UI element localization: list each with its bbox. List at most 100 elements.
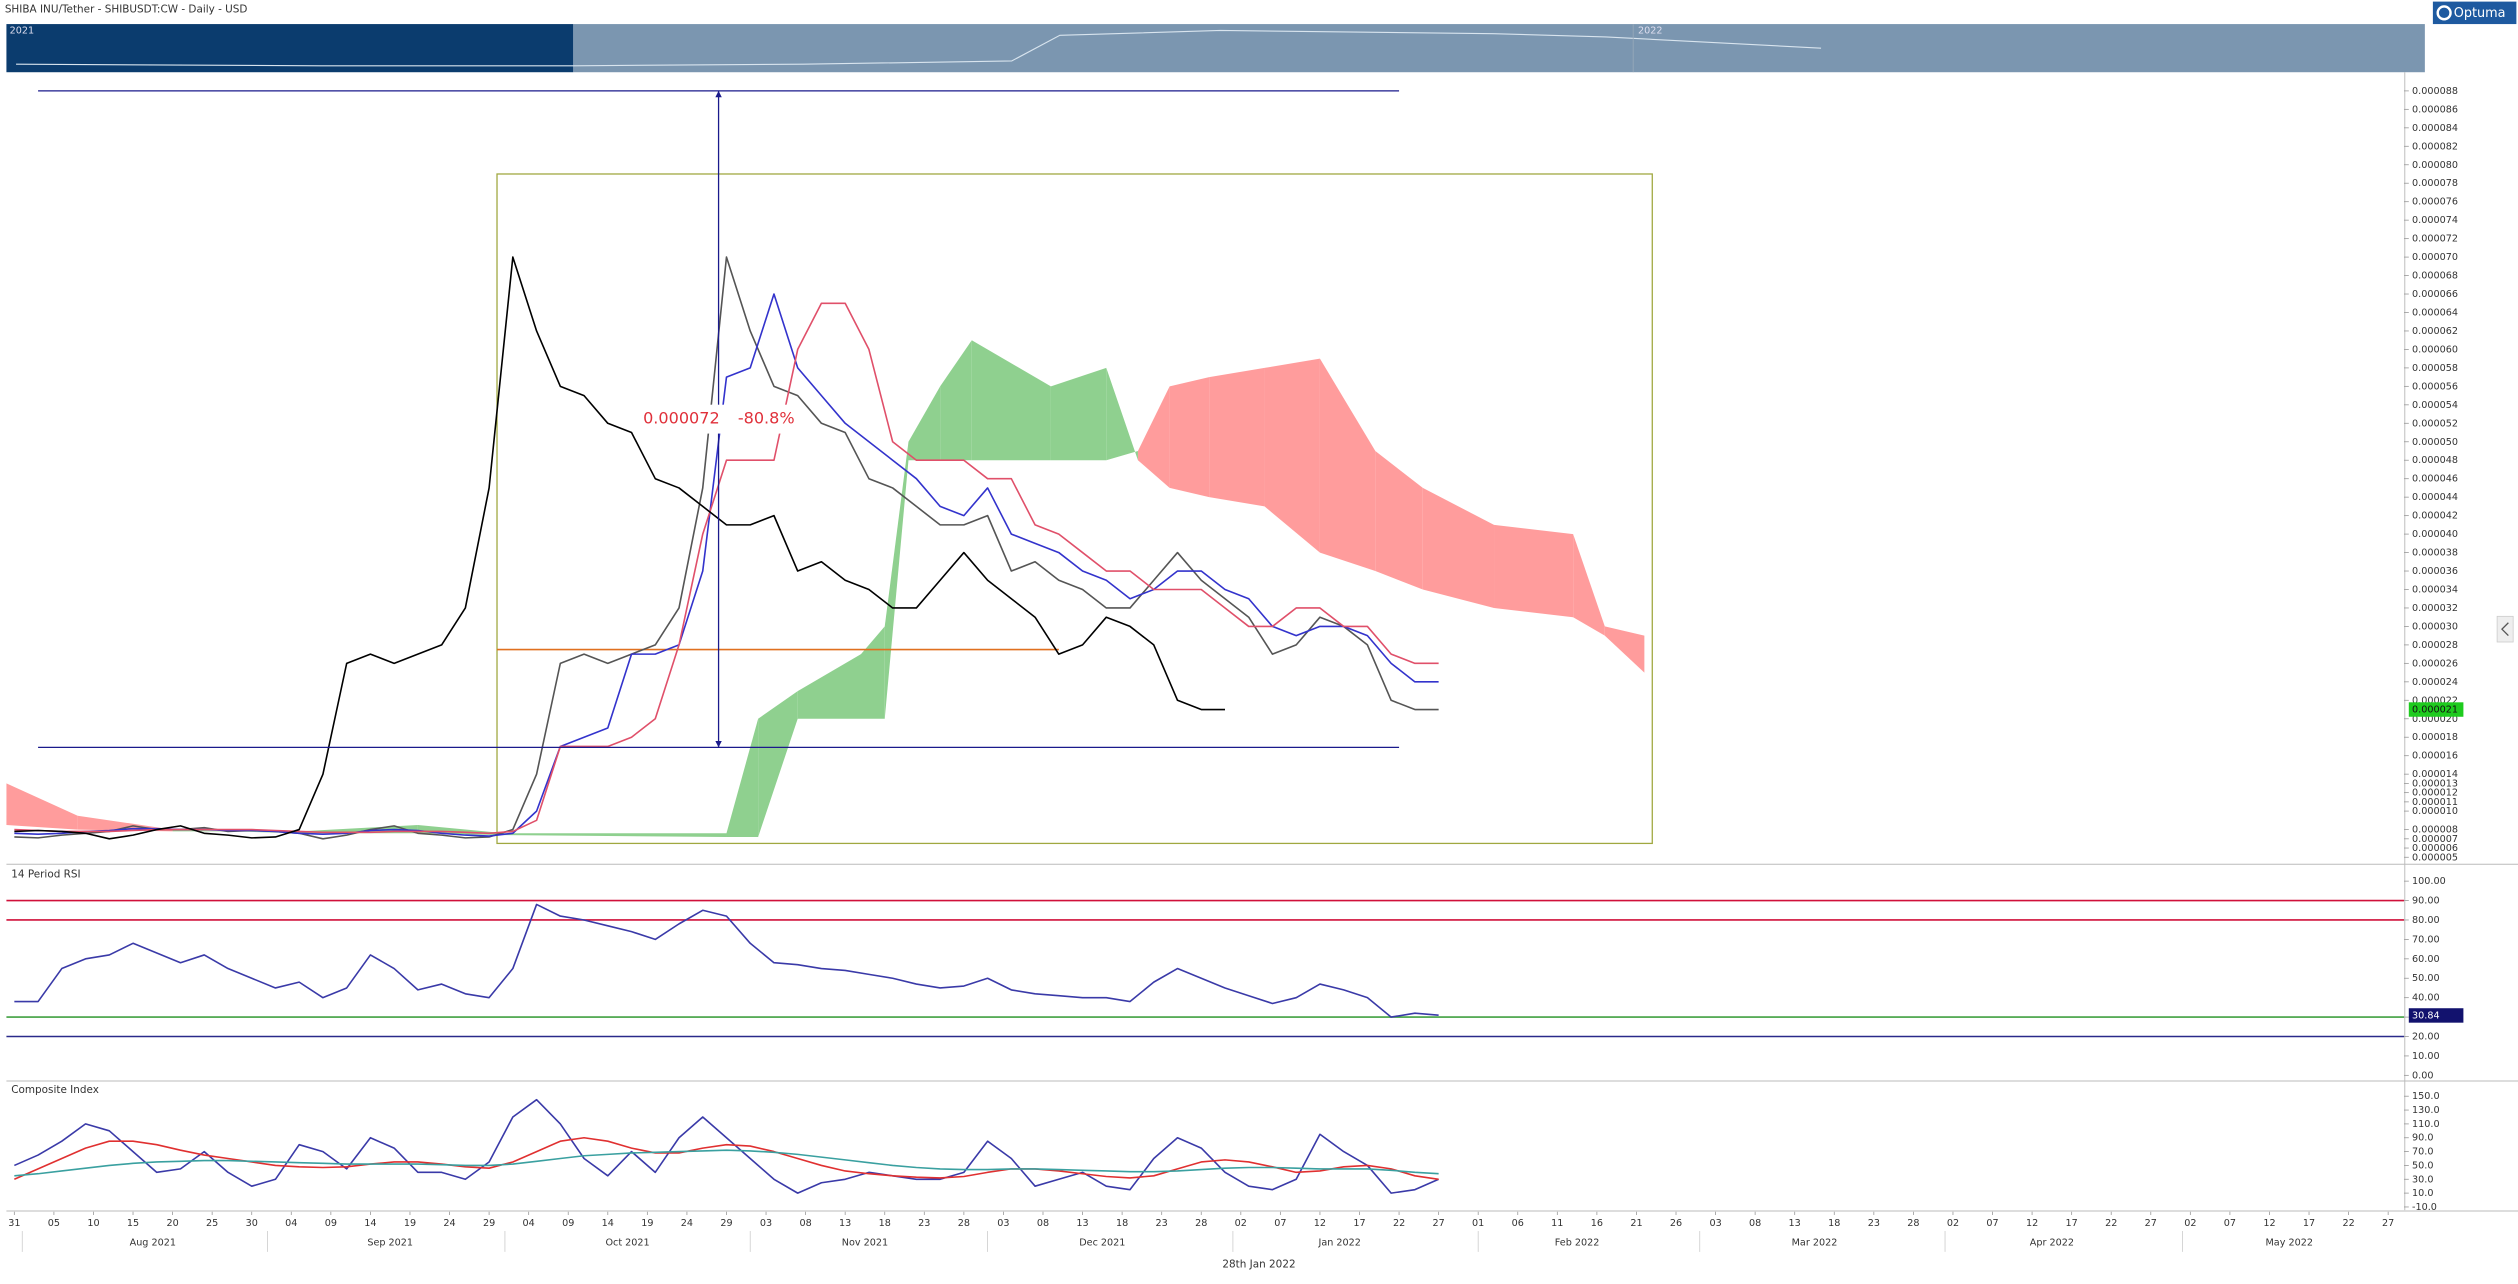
brand-icon (2436, 5, 2452, 21)
x-tick-label: 07 (1986, 1218, 1998, 1229)
x-tick-label: 05 (48, 1218, 60, 1229)
month-label: May 2022 (2266, 1237, 2313, 1248)
cloud-segment (1137, 386, 1170, 488)
x-tick-label: 27 (1433, 1218, 1445, 1229)
x-tick-label: 22 (2105, 1218, 2117, 1229)
cloud-segment (758, 691, 798, 837)
y-tick-label: 0.000068 (2412, 271, 2458, 282)
cloud-segment (6, 783, 78, 830)
cloud-segment (1494, 524, 1574, 618)
y-tick-label: 0.000008 (2412, 825, 2458, 836)
y-tick-label: 0.000036 (2412, 566, 2458, 577)
x-tick-label: 30 (246, 1218, 258, 1229)
x-tick-label: 02 (1947, 1218, 1959, 1229)
y-tick-label: 0.00 (2412, 1070, 2433, 1081)
y-tick-label: 0.000056 (2412, 381, 2458, 392)
y-tick-label: 0.000020 (2412, 714, 2458, 725)
x-tick-label: 14 (364, 1218, 376, 1229)
x-tick-label: 22 (2342, 1218, 2354, 1229)
x-tick-label: 21 (1630, 1218, 1642, 1229)
series-line (14, 256, 1225, 840)
cloud-segment (504, 833, 727, 837)
x-tick-label: 02 (2184, 1218, 2196, 1229)
y-tick-label: 0.000030 (2412, 621, 2458, 632)
x-tick-label: 03 (1709, 1218, 1721, 1229)
cloud-segment (908, 386, 941, 461)
x-tick-label: 12 (1314, 1218, 1326, 1229)
series-line (14, 903, 1439, 1018)
y-tick-label: 0.000022 (2412, 695, 2458, 706)
x-tick-label: 26 (1670, 1218, 1682, 1229)
month-label: Apr 2022 (2030, 1237, 2074, 1248)
x-tick-label: 16 (1591, 1218, 1603, 1229)
y-tick-label: 20.00 (2412, 1032, 2440, 1043)
collapse-button[interactable] (2496, 615, 2514, 643)
y-tick-label: 0.000026 (2412, 658, 2458, 669)
x-tick-label: 08 (1749, 1218, 1761, 1229)
y-tick-label: 0.000013 (2412, 778, 2458, 789)
cloud-segment (971, 340, 1051, 461)
last-value-label: 30.84 (2412, 1010, 2440, 1021)
series-line (14, 293, 1439, 837)
y-tick-label: 0.000005 (2412, 852, 2458, 863)
x-tick-label: 23 (1868, 1218, 1880, 1229)
y-tick-label: 0.000054 (2412, 400, 2458, 411)
x-tick-label: 27 (2145, 1218, 2157, 1229)
measure-label: 0.000072 (643, 409, 720, 428)
collapse-icon (2501, 622, 2509, 637)
x-tick-label: 09 (325, 1218, 337, 1229)
cloud-segment (77, 815, 173, 832)
brand-name: Optuma (2454, 6, 2506, 21)
chart-title: SHIBA INU/Tether - SHIBUSDT:CW - Daily -… (5, 4, 248, 16)
x-tick-label: 23 (918, 1218, 930, 1229)
x-tick-label: 04 (523, 1218, 535, 1229)
x-tick-label: 14 (602, 1218, 614, 1229)
x-tick-label: 28 (1195, 1218, 1207, 1229)
y-tick-label: 0.000070 (2412, 252, 2458, 263)
x-tick-label: 12 (2263, 1218, 2275, 1229)
y-tick-label: 0.000064 (2412, 307, 2458, 318)
x-axis-label: 28th Jan 2022 (1222, 1259, 1295, 1271)
last-value-box (2408, 1008, 2464, 1023)
panel-title: Composite Index (11, 1084, 99, 1096)
y-tick-label: 0.000018 (2412, 732, 2458, 743)
y-tick-label: 0.000088 (2412, 86, 2458, 97)
x-tick-label: 03 (760, 1218, 772, 1229)
navigator[interactable] (573, 24, 2425, 73)
y-tick-label: 0.000044 (2412, 492, 2458, 503)
y-tick-label: 0.000010 (2412, 806, 2458, 817)
y-tick-label: 70.00 (2412, 934, 2440, 945)
x-tick-label: 28 (958, 1218, 970, 1229)
measure-label: -80.8% (738, 409, 795, 428)
y-tick-label: 60.00 (2412, 954, 2440, 965)
y-tick-label: 0.000046 (2412, 474, 2458, 485)
x-tick-label: 20 (166, 1218, 178, 1229)
x-tick-label: 24 (443, 1218, 455, 1229)
y-tick-label: 0.000052 (2412, 418, 2458, 429)
x-tick-label: 13 (1789, 1218, 1801, 1229)
y-tick-label: 30.0 (2412, 1174, 2433, 1185)
y-tick-label: 130.0 (2412, 1105, 2440, 1116)
x-tick-label: 19 (641, 1218, 653, 1229)
y-tick-label: 50.00 (2412, 973, 2440, 984)
x-tick-label: 15 (127, 1218, 139, 1229)
x-tick-label: 18 (1828, 1218, 1840, 1229)
y-tick-label: 0.000042 (2412, 511, 2458, 522)
series-line (14, 1098, 1439, 1194)
y-tick-label: 0.000040 (2412, 529, 2458, 540)
x-tick-label: 18 (879, 1218, 891, 1229)
x-tick-label: 18 (1116, 1218, 1128, 1229)
x-tick-label: 24 (681, 1218, 693, 1229)
y-tick-label: 0.000058 (2412, 363, 2458, 374)
navigator-label: 2021 (10, 25, 35, 36)
month-label: Nov 2021 (842, 1237, 888, 1248)
y-tick-label: 0.000011 (2412, 797, 2458, 808)
cloud-segment (1375, 450, 1423, 590)
x-tick-label: 29 (720, 1218, 732, 1229)
cloud-segment (797, 654, 861, 719)
x-tick-label: 27 (2382, 1218, 2394, 1229)
x-tick-label: 07 (1274, 1218, 1286, 1229)
y-tick-label: 0.000076 (2412, 197, 2458, 208)
x-tick-label: 28 (1907, 1218, 1919, 1229)
